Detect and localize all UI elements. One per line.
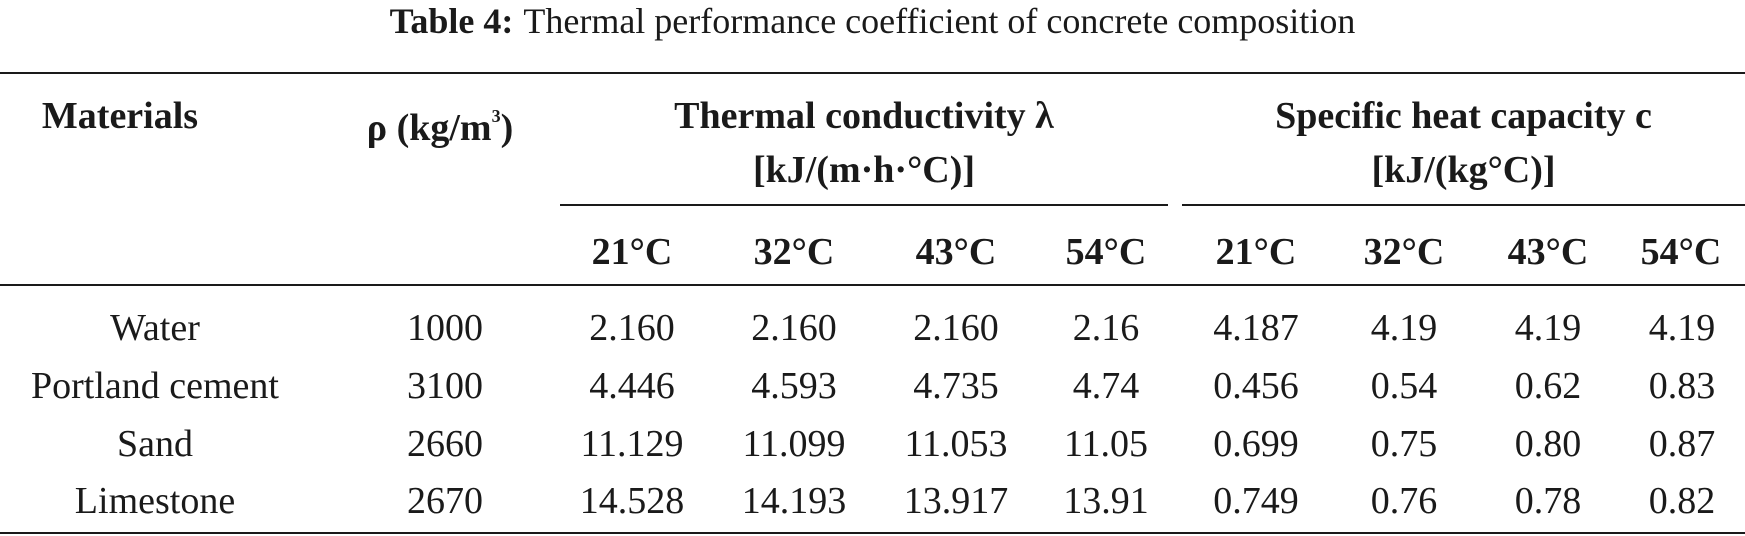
temp-header-text: 54°C (1640, 231, 1722, 273)
temp-header-text: 32°C (1363, 231, 1445, 273)
header-conductivity-title-text: Thermal conductivity λ (674, 95, 1054, 137)
bottom-rule (0, 532, 1745, 534)
caption-label: Table 4: (389, 1, 514, 41)
caption-text: Thermal performance coefficient of concr… (523, 1, 1356, 41)
value-cell: 4.446 (589, 365, 675, 407)
header-heat-title: Specific heat capacity c (1182, 94, 1745, 138)
value-cell: 0.54 (1370, 365, 1438, 407)
value-cell: 0.83 (1648, 365, 1716, 407)
value-cell: 14.193 (741, 480, 847, 522)
value-cell: 0.456 (1213, 365, 1299, 407)
value-cell: 0.75 (1370, 423, 1438, 465)
value-cell: 11.099 (742, 423, 846, 465)
value-cell: 13.91 (1063, 480, 1149, 522)
material-cell: Water (110, 307, 200, 349)
top-rule (0, 72, 1745, 74)
material-cell: Limestone (74, 480, 236, 522)
temp-header-text: 21°C (1215, 231, 1297, 273)
header-heat-unit: [kJ/(kg°C)] (1182, 148, 1745, 192)
value-cell: 4.187 (1213, 307, 1299, 349)
density-cell: 2660 (407, 423, 483, 465)
value-cell: 0.749 (1213, 480, 1299, 522)
value-cell: 4.19 (1648, 307, 1716, 349)
heat-group-rule (1182, 204, 1745, 206)
value-cell: 2.160 (751, 307, 837, 349)
value-cell: 2.160 (913, 307, 999, 349)
material-cell: Sand (117, 423, 193, 465)
temp-header: 43°C (886, 230, 1026, 274)
value-cell: 4.19 (1370, 307, 1438, 349)
density-cell: 2670 (407, 480, 483, 522)
value-cell: 4.593 (751, 365, 837, 407)
value-cell: 0.76 (1370, 480, 1438, 522)
header-density-suffix: ) (500, 107, 514, 149)
header-heat-title-text: Specific heat capacity c (1275, 95, 1652, 137)
value-cell: 11.129 (580, 423, 684, 465)
header-density-sup: 3 (491, 106, 501, 126)
value-cell: 11.05 (1063, 423, 1149, 465)
conductivity-group-rule (560, 204, 1168, 206)
header-conductivity-unit: [kJ/(m·h·°C)] (560, 148, 1168, 192)
value-cell: 4.735 (913, 365, 999, 407)
value-cell: 2.16 (1072, 307, 1140, 349)
header-materials-text: Materials (41, 95, 199, 137)
temp-header: 54°C (1618, 230, 1744, 274)
temp-header: 54°C (1036, 230, 1176, 274)
value-cell: 0.80 (1514, 423, 1582, 465)
value-cell: 0.78 (1514, 480, 1582, 522)
temp-header: 32°C (1334, 230, 1474, 274)
density-cell: 1000 (407, 307, 483, 349)
header-conductivity-title: Thermal conductivity λ (560, 94, 1168, 138)
value-cell: 0.82 (1648, 480, 1716, 522)
temp-header-text: 21°C (591, 231, 673, 273)
value-cell: 0.87 (1648, 423, 1716, 465)
temp-header-text: 43°C (915, 231, 997, 273)
value-cell: 4.19 (1514, 307, 1582, 349)
temp-header: 32°C (724, 230, 864, 274)
value-cell: 2.160 (589, 307, 675, 349)
value-cell: 0.62 (1514, 365, 1582, 407)
temp-header-text: 32°C (753, 231, 835, 273)
value-cell: 11.053 (904, 423, 1008, 465)
value-cell: 13.917 (903, 480, 1009, 522)
header-density-prefix: ρ (kg/m (366, 107, 492, 149)
temp-header: 43°C (1478, 230, 1618, 274)
material-cell: Portland cement (31, 365, 279, 407)
header-bottom-rule (0, 284, 1745, 286)
temp-header: 21°C (1186, 230, 1326, 274)
value-cell: 0.699 (1213, 423, 1299, 465)
header-materials: Materials (0, 94, 240, 138)
temp-header-text: 43°C (1507, 231, 1589, 273)
value-cell: 14.528 (579, 480, 685, 522)
table-caption: Table 4: Thermal performance coefficient … (0, 0, 1745, 42)
temp-header: 21°C (562, 230, 702, 274)
header-heat-unit-text: [kJ/(kg°C)] (1371, 149, 1556, 191)
density-cell: 3100 (407, 365, 483, 407)
header-conductivity-unit-text: [kJ/(m·h·°C)] (752, 149, 976, 191)
value-cell: 4.74 (1072, 365, 1140, 407)
header-density: ρ (kg/m3) (330, 94, 550, 150)
temp-header-text: 54°C (1065, 231, 1147, 273)
